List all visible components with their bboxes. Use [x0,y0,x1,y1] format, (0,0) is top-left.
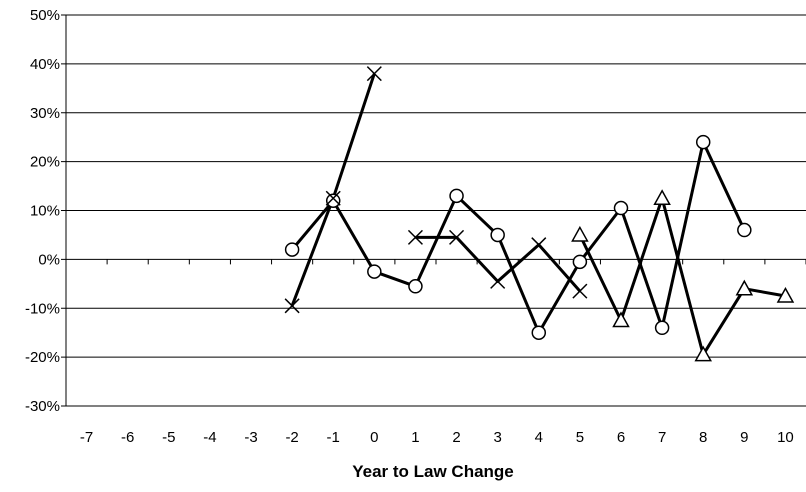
point-triangle [653,189,671,206]
x-tick-label: 1 [411,429,419,446]
point-circle [572,254,588,270]
axes [61,14,806,407]
y-tick-label: 10% [30,203,60,220]
x-tick-labels: -7 -6 -5 -4 -3 -2 -1 0 1 2 3 4 5 6 7 8 9 10 [80,429,794,446]
x-tick-label: 3 [493,429,501,446]
x-tick-label: -4 [203,429,216,446]
x-tick-label: 0 [370,429,378,446]
series-line-x [415,235,582,293]
y-tick-label: 30% [30,105,60,122]
y-tick-label: 50% [30,7,60,24]
x-tick-label: -7 [80,429,93,446]
point-triangle [612,311,630,328]
x-tick-label: 4 [535,429,543,446]
x-tick-label: -2 [285,429,298,446]
point-x [284,298,300,314]
x-tick-label: 6 [617,429,625,446]
point-x [531,237,547,253]
x-tick-label: -5 [162,429,175,446]
y-tick-label: -20% [25,349,60,366]
y-tick-label: 0% [38,251,60,268]
series-line-triangle [578,196,786,357]
x-axis-title: Year to Law Change [352,462,514,481]
point-x [572,283,588,299]
point-circle [325,193,341,208]
y-tick-label: 40% [30,56,60,73]
y-tick-labels: -30% -20% -10% 0% 10% 20% 30% 40% 50% [25,7,60,415]
point-triangle [571,225,589,242]
point-x [449,229,465,245]
x-tick-label: 5 [576,429,584,446]
point-circle [408,279,423,294]
point-circle [695,134,711,150]
x-tick-label: -6 [121,429,134,446]
point-circle [613,200,629,216]
x-tick-label: -1 [327,429,340,446]
point-triangle [694,345,712,362]
gridlines [66,14,806,407]
point-x [407,229,423,245]
y-tick-label: 20% [30,154,60,171]
x-tick-label: 8 [699,429,707,446]
series-line-circle [290,140,746,335]
x-tick-label: 10 [777,429,794,446]
x-tick-label: 9 [740,429,748,446]
y-tick-label: -30% [25,398,60,415]
point-circle [367,264,382,279]
point-triangle [735,279,754,296]
point-x [366,66,382,82]
point-circle [284,242,300,257]
point-x [490,273,506,289]
x-tick-label: 2 [452,429,460,446]
x-tick-label: -3 [244,429,257,446]
point-circle [490,227,505,243]
point-x [325,190,341,206]
point-circle [737,222,752,238]
x-tick-label: 7 [658,429,666,446]
point-circle [449,188,464,204]
point-circle [531,325,547,340]
series-line-x [290,73,376,307]
y-tick-label: -10% [25,300,60,317]
point-triangle [776,286,795,303]
series-markers [284,66,795,362]
series-lines [290,73,786,357]
point-circle [654,320,670,336]
